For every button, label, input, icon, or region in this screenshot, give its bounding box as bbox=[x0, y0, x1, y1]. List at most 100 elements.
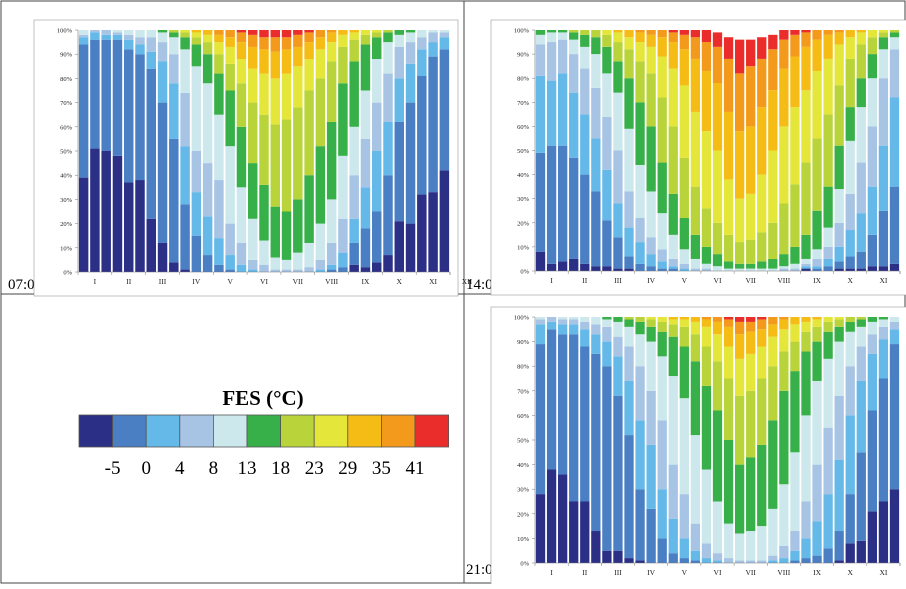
bar-segment bbox=[602, 317, 612, 320]
bar-segment bbox=[270, 37, 281, 52]
bar-segment bbox=[417, 30, 427, 38]
stacked-bar bbox=[202, 30, 213, 272]
bar-segment bbox=[546, 321, 557, 330]
y-tick-label: 40% bbox=[517, 172, 530, 179]
bar-segment bbox=[646, 326, 656, 342]
bar-segment bbox=[801, 266, 811, 269]
bar-segment bbox=[225, 146, 235, 224]
bar-segment bbox=[878, 30, 889, 33]
bar-segment bbox=[734, 263, 745, 269]
bar-segment bbox=[326, 199, 337, 243]
bar-segment bbox=[734, 131, 745, 199]
bar-segment bbox=[569, 157, 579, 259]
bar-segment bbox=[602, 46, 612, 74]
stacked-bar bbox=[746, 39, 756, 271]
stacked-bar bbox=[569, 30, 579, 271]
bar-segment bbox=[889, 344, 900, 490]
bar-segment bbox=[867, 353, 877, 411]
bar-segment bbox=[191, 44, 202, 67]
bar-segment bbox=[360, 90, 371, 139]
bar-segment bbox=[834, 44, 844, 86]
bar-segment bbox=[679, 398, 689, 495]
bar-segment bbox=[558, 319, 568, 325]
bar-segment bbox=[135, 54, 145, 181]
y-tick-label: 60% bbox=[517, 124, 530, 131]
bar-segment bbox=[845, 230, 855, 257]
stacked-bar bbox=[304, 30, 314, 272]
bar-segment bbox=[304, 30, 314, 33]
bar-segment bbox=[349, 126, 359, 176]
bar-segment bbox=[734, 39, 745, 74]
bar-segment bbox=[112, 34, 123, 40]
bar-segment bbox=[690, 268, 701, 271]
bar-segment bbox=[878, 319, 889, 327]
bar-segment bbox=[580, 68, 590, 115]
bar-segment bbox=[225, 30, 235, 38]
bar-segment bbox=[734, 73, 745, 132]
bar-segment bbox=[546, 32, 557, 43]
bar-segment bbox=[790, 268, 800, 271]
bar-segment bbox=[757, 37, 767, 59]
stacked-bar bbox=[635, 317, 645, 563]
bar-segment bbox=[315, 259, 326, 270]
stacked-bar bbox=[371, 30, 382, 272]
bar-segment bbox=[856, 162, 866, 214]
bar-segment bbox=[690, 334, 701, 362]
bar-segment bbox=[569, 501, 579, 563]
bar-segment bbox=[580, 501, 590, 563]
bar-segment bbox=[613, 42, 623, 62]
month-tick-label: IV bbox=[647, 568, 655, 577]
stacked-bar bbox=[569, 317, 579, 563]
bar-segment bbox=[349, 264, 359, 272]
bar-segment bbox=[712, 321, 723, 335]
month-tick-label: I bbox=[550, 568, 553, 577]
bar-segment bbox=[834, 32, 844, 45]
legend-label: 23 bbox=[305, 458, 324, 479]
bar-segment bbox=[834, 531, 844, 561]
bar-segment bbox=[428, 42, 438, 57]
bar-segment bbox=[712, 501, 723, 554]
bar-segment bbox=[591, 266, 601, 271]
bar-segment bbox=[878, 326, 889, 340]
bar-segment bbox=[768, 555, 778, 561]
bar-segment bbox=[834, 85, 844, 146]
stacked-bar bbox=[624, 30, 634, 271]
bar-segment bbox=[439, 37, 450, 50]
stacked-bar bbox=[439, 30, 450, 272]
bar-segment bbox=[746, 39, 756, 67]
legend-label: 0 bbox=[141, 458, 151, 479]
bar-segment bbox=[546, 263, 557, 271]
stacked-bar bbox=[349, 30, 359, 272]
bar-segment bbox=[569, 324, 579, 335]
bar-segment bbox=[236, 83, 247, 127]
stacked-bar bbox=[646, 317, 656, 563]
bar-segment bbox=[315, 30, 326, 38]
bar-segment bbox=[225, 269, 235, 272]
y-tick-label: 60% bbox=[517, 413, 530, 420]
stacked-bar bbox=[657, 317, 667, 563]
stacked-bar bbox=[734, 317, 745, 563]
bar-segment bbox=[746, 66, 756, 127]
bar-segment bbox=[169, 262, 179, 272]
bar-segment bbox=[591, 54, 601, 88]
bar-segment bbox=[768, 90, 778, 151]
bar-segment bbox=[701, 131, 712, 209]
bar-segment bbox=[646, 319, 656, 327]
bar-segment bbox=[878, 32, 889, 38]
month-tick-label: XII bbox=[462, 277, 473, 286]
stacked-bar bbox=[558, 30, 568, 271]
bar-segment bbox=[580, 34, 590, 47]
bar-segment bbox=[371, 59, 382, 103]
bar-segment bbox=[613, 550, 623, 563]
bar-segment bbox=[315, 78, 326, 147]
bar-segment bbox=[712, 150, 723, 223]
bar-segment bbox=[790, 531, 800, 551]
bar-segment bbox=[757, 317, 767, 320]
bar-segment bbox=[123, 182, 134, 272]
bar-segment bbox=[101, 39, 111, 151]
bar-segment bbox=[315, 269, 326, 272]
chart-1400: 0%10%20%30%40%50%60%70%80%90%100%I II III I… bbox=[490, 19, 906, 296]
stacked-bar bbox=[801, 317, 811, 563]
bar-segment bbox=[812, 555, 822, 563]
bar-segment bbox=[646, 390, 656, 445]
